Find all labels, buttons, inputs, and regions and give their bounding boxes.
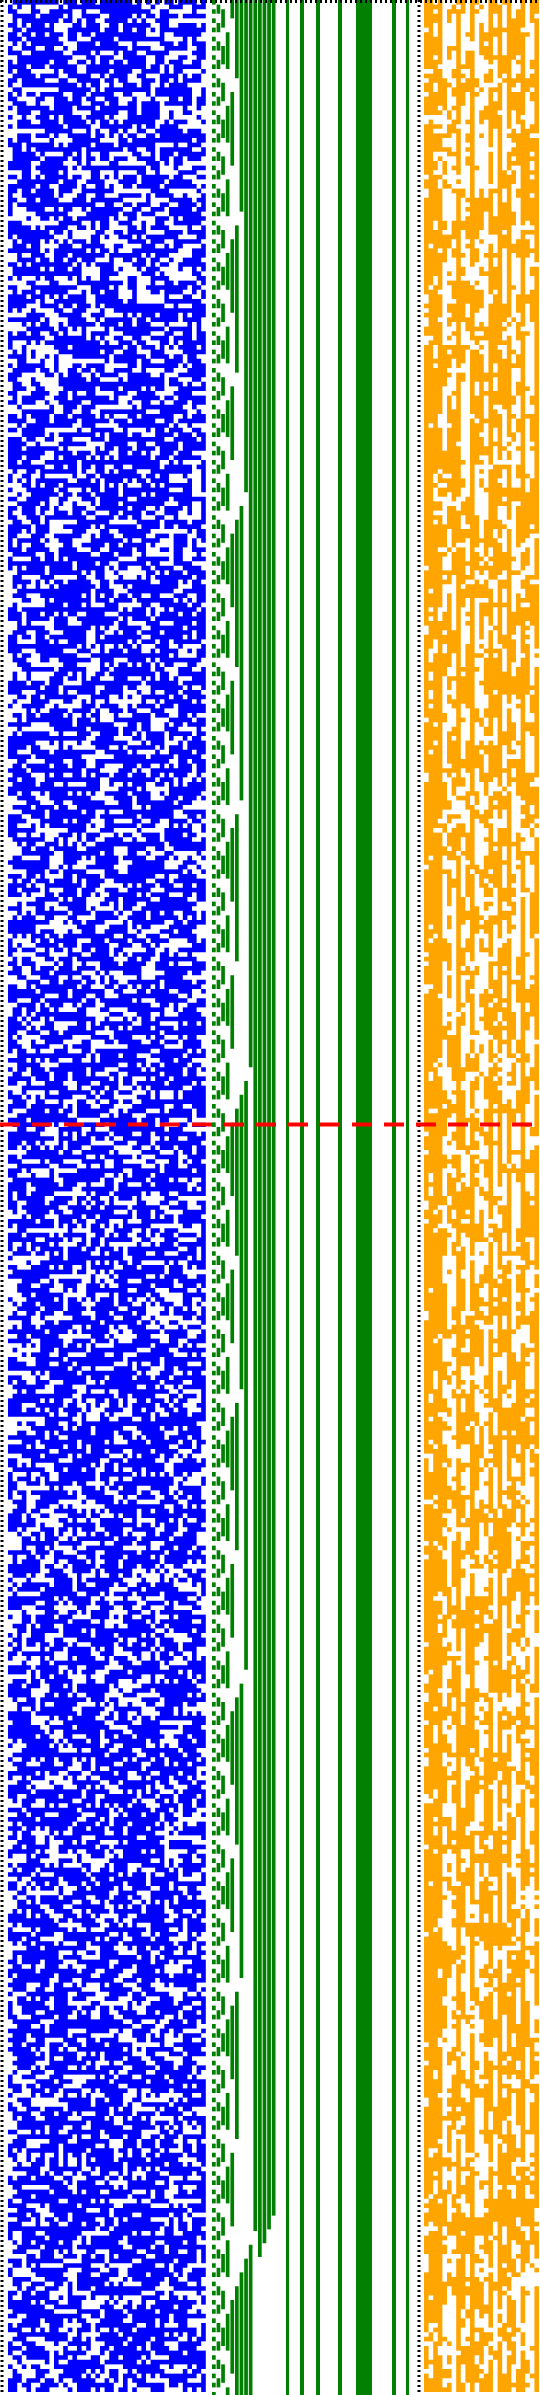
green-column-6 [392, 0, 396, 2395]
green-staircase-cells [212, 0, 276, 2395]
orange-bit-band [424, 0, 539, 2392]
green-column-4 [338, 0, 342, 2395]
green-column-band [212, 0, 409, 2395]
blue-bit-cells [7, 0, 206, 2392]
orange-bit-cells [424, 0, 539, 2392]
green-column-5 [356, 0, 372, 2395]
blue-bit-band [7, 0, 206, 2392]
green-column-7 [406, 0, 409, 2395]
green-column-2 [300, 0, 304, 2395]
green-column-3 [316, 0, 320, 2395]
green-column-1 [286, 0, 289, 2395]
